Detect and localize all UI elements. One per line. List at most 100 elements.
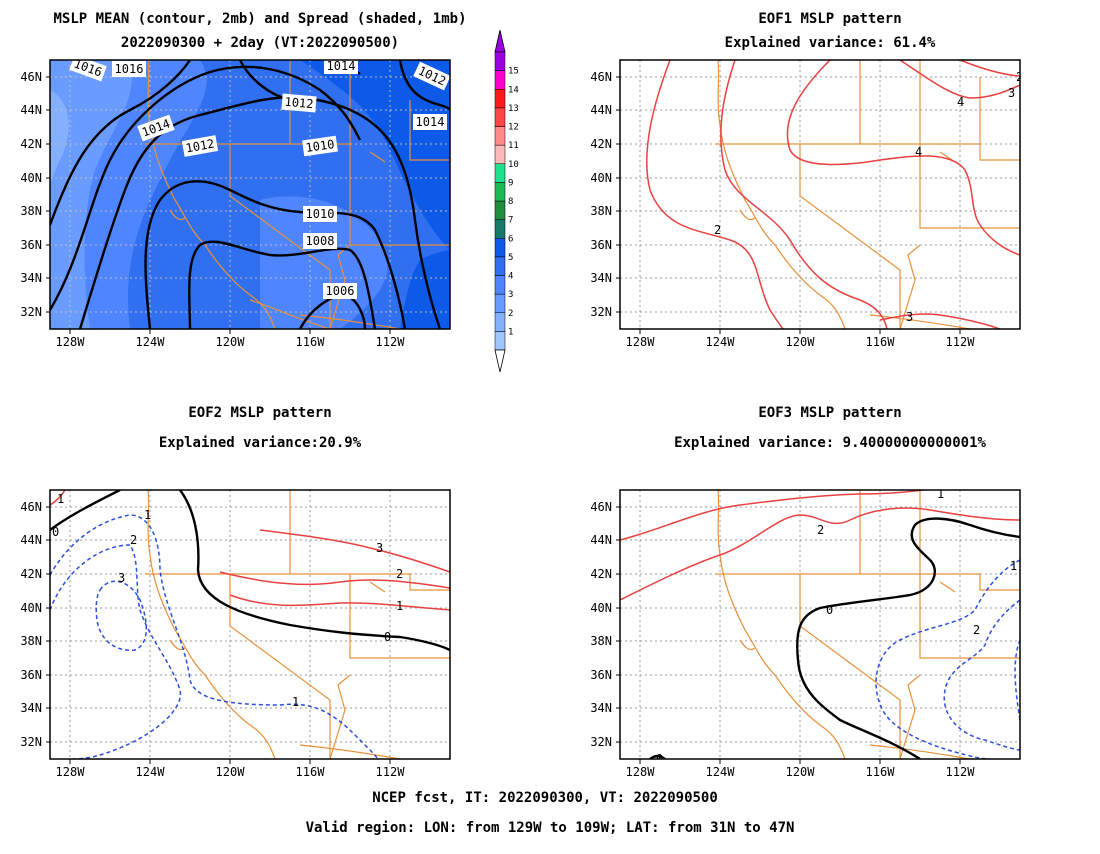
svg-text:2: 2 [817,523,824,537]
colorbar-label: 6 [508,234,513,244]
svg-text:1: 1 [937,487,944,501]
colorbar-swatch [494,51,506,71]
colorbar-label: 15 [508,67,519,77]
colorbar-label: 8 [508,197,513,207]
svg-text:4: 4 [915,145,922,159]
svg-text:1: 1 [1010,559,1017,573]
svg-text:0: 0 [52,525,59,539]
svg-text:1010: 1010 [305,137,336,155]
eof1-contours [646,60,1020,329]
lat-tick-label: 44N [20,103,42,117]
eof3-contour-labels: 1 2 0 1 2 0 [656,487,1017,759]
svg-text:1012: 1012 [185,137,216,156]
svg-text:1016: 1016 [115,62,144,76]
panel-subtitle: Explained variance: 9.40000000000001% [674,435,986,451]
svg-text:2: 2 [130,533,137,547]
lon-tick-label: 112W [946,765,976,779]
lat-tick-label: 32N [590,735,612,749]
lon-tick-label: 124W [706,765,736,779]
spread-shading-band [50,90,69,185]
map-area: 1 0 1 2 3 3 2 1 0 1 [50,490,450,759]
lat-tick-label: 34N [590,271,612,285]
lon-tick-label: 124W [136,765,166,779]
colorbar-swatch [494,107,506,127]
colorbar-label: 2 [508,309,513,319]
colorbar-swatch [494,238,506,258]
colorbar-swatch [494,256,506,276]
svg-text:3: 3 [118,571,125,585]
eof2-positive-contours [50,490,450,611]
panel-eof1: EOF1 MSLP pattern Explained variance: 61… [590,11,1021,349]
eof3-negative-contours [875,559,1020,759]
lat-tick-label: 32N [20,305,42,319]
coastline-borders [145,490,450,759]
colorbar-swatch [494,126,506,146]
lat-tick-label: 46N [20,500,42,514]
colorbar-label: 13 [508,104,519,114]
lat-tick-label: 32N [590,305,612,319]
panel-title: MSLP MEAN (contour, 2mb) and Spread (sha… [53,11,466,27]
lon-tick-label: 116W [866,765,896,779]
colorbar-swatch [494,293,506,313]
axis-ticks: 46N 44N 42N 40N 38N 36N 34N 32N 128W 124W 120W 116W… [20,500,405,779]
svg-text:3: 3 [1008,86,1015,100]
svg-text:1: 1 [144,508,151,522]
lon-tick-label: 128W [56,335,86,349]
lat-tick-label: 44N [20,533,42,547]
lat-tick-label: 42N [20,567,42,581]
axis-ticks: 46N 44N 42N 40N 38N 36N 34N 32N 128W 124W 120W 116W… [590,70,975,349]
colorbar-label: 4 [508,272,513,282]
lon-tick-label: 112W [376,335,406,349]
colorbar-swatch [494,331,506,351]
lat-tick-label: 46N [20,70,42,84]
lat-tick-label: 38N [20,634,42,648]
panel-eof3: EOF3 MSLP pattern Explained variance: 9.… [590,405,1021,779]
colorbar-label: 1 [508,327,513,337]
svg-text:1: 1 [57,492,64,506]
eof2-zero-contours [50,490,450,652]
map-frame [619,59,1021,330]
map-frame [619,489,1021,760]
lat-tick-label: 40N [20,601,42,615]
lat-tick-label: 36N [590,668,612,682]
panel-subtitle: Explained variance: 61.4% [725,35,936,51]
eof2-negative-contours [50,514,379,759]
colorbar-label: 5 [508,253,513,263]
lat-tick-label: 38N [20,204,42,218]
panel-title: EOF1 MSLP pattern [758,11,901,27]
lon-tick-label: 116W [296,335,326,349]
lat-tick-label: 34N [20,271,42,285]
panel-title: EOF3 MSLP pattern [758,405,901,421]
colorbar-swatch [494,200,506,220]
svg-text:1: 1 [292,695,299,709]
lat-tick-label: 42N [20,137,42,151]
lon-tick-label: 112W [376,765,406,779]
panel-subtitle: 2022090300 + 2day (VT:2022090500) [121,35,399,51]
lat-tick-label: 34N [590,701,612,715]
colorbar-swatch [494,144,506,164]
lon-tick-label: 128W [626,765,656,779]
lat-tick-label: 46N [590,70,612,84]
panel-eof2: EOF2 MSLP pattern Explained variance:20.… [20,405,451,779]
colorbar-label: 14 [508,85,519,95]
axis-ticks: 46N 44N 42N 40N 38N 36N 34N 32N 128W 124W 120W 116W… [20,70,405,349]
lat-tick-label: 42N [590,137,612,151]
colorbar-label: 9 [508,178,513,188]
lon-tick-label: 128W [56,765,86,779]
lon-tick-label: 124W [136,335,166,349]
panel-mean-spread: MSLP MEAN (contour, 2mb) and Spread (sha… [20,11,519,373]
svg-text:1006: 1006 [326,284,355,298]
lon-tick-label: 120W [786,335,816,349]
footer-line-1: NCEP fcst, IT: 2022090300, VT: 202209050… [372,790,718,806]
eof2-contour-labels: 1 0 1 2 3 3 2 1 0 1 [52,492,403,709]
lat-tick-label: 34N [20,701,42,715]
lon-tick-label: 120W [216,335,246,349]
lat-tick-label: 44N [590,103,612,117]
eof1-contour-labels: 2 3 4 4 2 3 [714,70,1020,324]
colorbar-label: 7 [508,216,513,226]
spread-shading-band [300,60,450,250]
svg-text:0: 0 [826,603,833,617]
lat-tick-label: 40N [20,171,42,185]
svg-text:1014: 1014 [327,59,356,73]
